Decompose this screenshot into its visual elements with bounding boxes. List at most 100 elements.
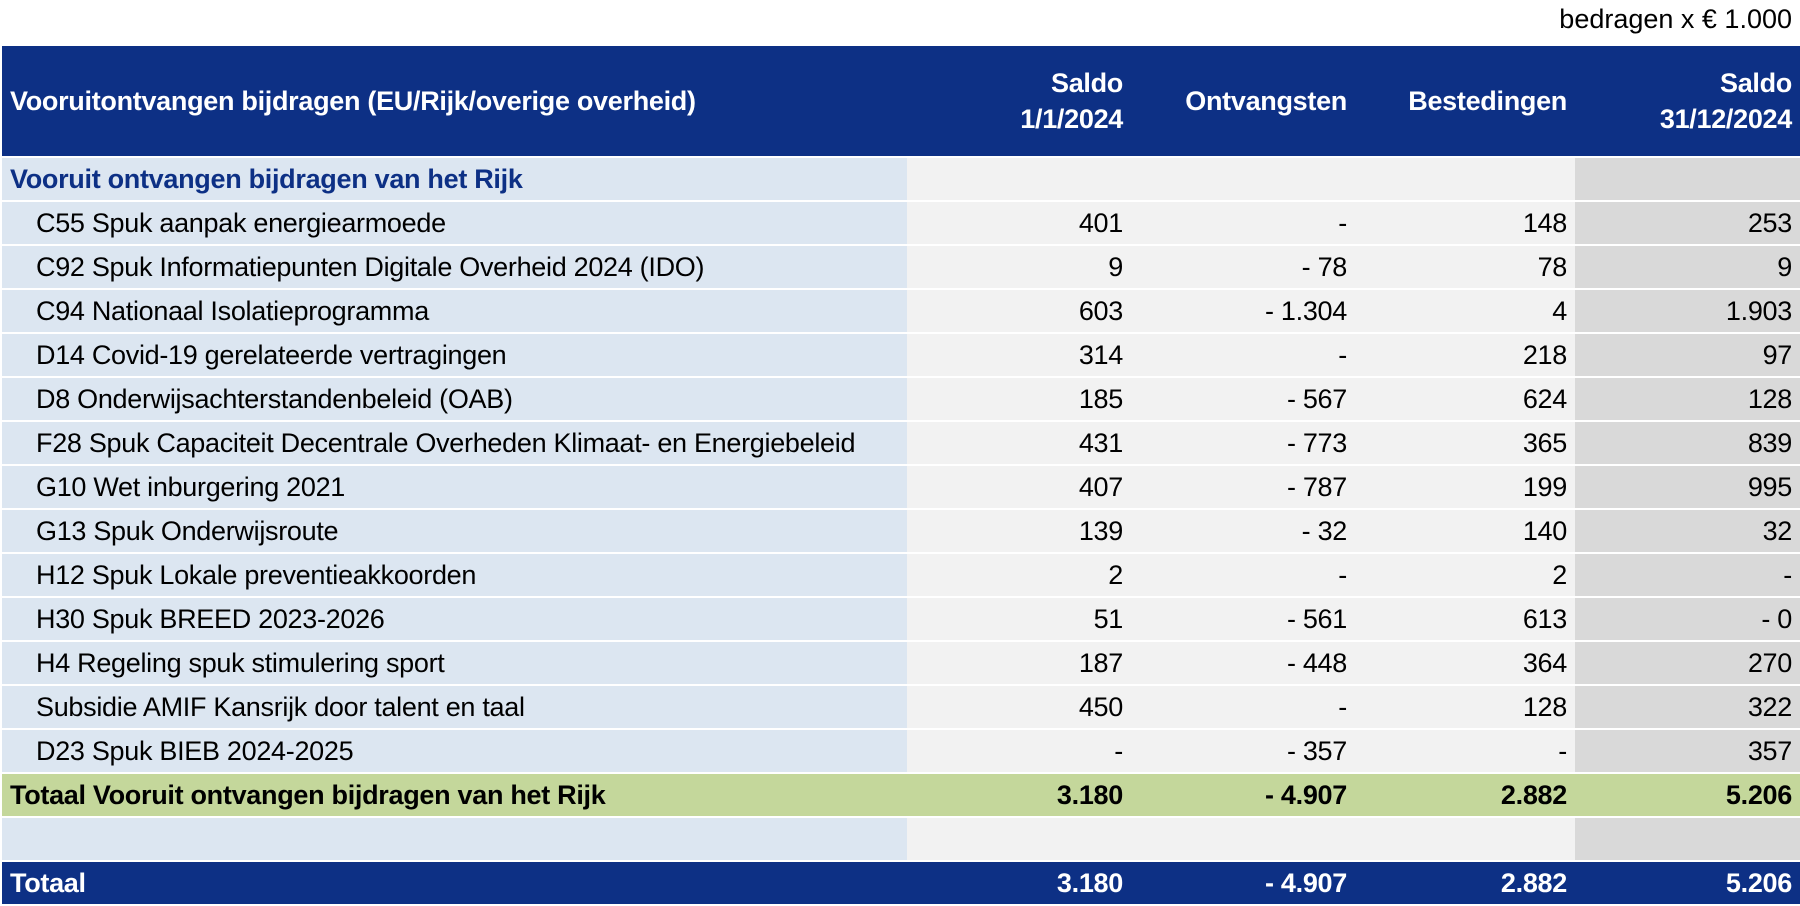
cell-value: 9 [907, 246, 1131, 288]
cell-value: 140 [1355, 510, 1575, 552]
table-row: G10 Wet inburgering 2021 407- 787 199 995 [2, 466, 1800, 508]
cell-value: 364 [1355, 642, 1575, 684]
cell-value: 253 [1575, 202, 1800, 244]
cell-value: 199 [1355, 466, 1575, 508]
cell-value: 314 [907, 334, 1131, 376]
cell-value [1131, 818, 1355, 860]
row-label: D14 Covid-19 gerelateerde vertragingen [2, 334, 907, 376]
cell-value: - [1131, 334, 1355, 376]
cell-value: 2.882 [1355, 774, 1575, 816]
table-row: C94 Nationaal Isolatieprogramma 603- 1.30… [2, 290, 1800, 332]
table-row: H4 Regeling spuk stimulering sport 187- 4… [2, 642, 1800, 684]
cell-value: 603 [907, 290, 1131, 332]
cell-value: 3.180 [907, 862, 1131, 904]
section-header-row: Vooruit ontvangen bijdragen van het Rijk [2, 158, 1800, 200]
cell-value: - [1131, 202, 1355, 244]
cell-value: 5.206 [1575, 862, 1800, 904]
cell-value: - 773 [1131, 422, 1355, 464]
section-title: Vooruit ontvangen bijdragen van het Rijk [2, 158, 907, 200]
cell-value: 322 [1575, 686, 1800, 728]
header-ontvangsten: Ontvangsten [1131, 46, 1355, 156]
cell-value: 613 [1355, 598, 1575, 640]
header-title: Vooruitontvangen bijdragen (EU/Rijk/over… [2, 46, 907, 156]
row-label: H30 Spuk BREED 2023-2026 [2, 598, 907, 640]
cell-value: 2 [907, 554, 1131, 596]
cell-value: 218 [1355, 334, 1575, 376]
cell-value: 5.206 [1575, 774, 1800, 816]
cell-value: - 567 [1131, 378, 1355, 420]
cell-value: 128 [1575, 378, 1800, 420]
row-label: Totaal Vooruit ontvangen bijdragen van h… [2, 774, 907, 816]
cell-value: 2.882 [1355, 862, 1575, 904]
cell-value: - 448 [1131, 642, 1355, 684]
row-label: H12 Spuk Lokale preventieakkoorden [2, 554, 907, 596]
row-label: D8 Onderwijsachterstandenbeleid (OAB) [2, 378, 907, 420]
cell-value: 995 [1575, 466, 1800, 508]
cell-value: 9 [1575, 246, 1800, 288]
row-label: C55 Spuk aanpak energiearmoede [2, 202, 907, 244]
cell-value: - 32 [1131, 510, 1355, 552]
cell-value: 139 [907, 510, 1131, 552]
row-label: Totaal [2, 862, 907, 904]
cell-value: 431 [907, 422, 1131, 464]
header-bestedingen: Bestedingen [1355, 46, 1575, 156]
subtotal-row: Totaal Vooruit ontvangen bijdragen van h… [2, 774, 1800, 816]
cell-value: 185 [907, 378, 1131, 420]
row-label: C92 Spuk Informatiepunten Digitale Overh… [2, 246, 907, 288]
cell-value: - 78 [1131, 246, 1355, 288]
cell-value: 3.180 [907, 774, 1131, 816]
total-row: Totaal 3.180- 4.907 2.882 5.206 [2, 862, 1800, 904]
table-row: Subsidie AMIF Kansrijk door talent en ta… [2, 686, 1800, 728]
cell-value: 128 [1355, 686, 1575, 728]
row-label: Subsidie AMIF Kansrijk door talent en ta… [2, 686, 907, 728]
cell-value [1575, 818, 1800, 860]
table-row: D23 Spuk BIEB 2024-2025- - 357-357 [2, 730, 1800, 772]
cell-value: 270 [1575, 642, 1800, 684]
row-label: G13 Spuk Onderwijsroute [2, 510, 907, 552]
cell-value: 97 [1575, 334, 1800, 376]
cell-value: - [1355, 730, 1575, 772]
cell-value: 407 [907, 466, 1131, 508]
cell-value [907, 818, 1131, 860]
row-label: H4 Regeling spuk stimulering sport [2, 642, 907, 684]
table-row: D8 Onderwijsachterstandenbeleid (OAB) 185… [2, 378, 1800, 420]
cell-value: - [1131, 554, 1355, 596]
cell-value: 187 [907, 642, 1131, 684]
cell-value: - 4.907 [1131, 774, 1355, 816]
table-row: H30 Spuk BREED 2023-2026 51- 561 613- 0 [2, 598, 1800, 640]
cell-value: 51 [907, 598, 1131, 640]
cell-value: 450 [907, 686, 1131, 728]
table-row: H12 Spuk Lokale preventieakkoorden 2-2- [2, 554, 1800, 596]
cell-value: - [1131, 686, 1355, 728]
header-saldo-end: Saldo 31/12/2024 [1575, 46, 1800, 156]
cell-value: - [1575, 554, 1800, 596]
row-label [2, 818, 907, 860]
cell-value: - 4.907 [1131, 862, 1355, 904]
row-label: D23 Spuk BIEB 2024-2025 [2, 730, 907, 772]
cell-value: 357 [1575, 730, 1800, 772]
row-label: G10 Wet inburgering 2021 [2, 466, 907, 508]
cell-value: - 561 [1131, 598, 1355, 640]
cell-value: 1.903 [1575, 290, 1800, 332]
cell-value: 4 [1355, 290, 1575, 332]
cell-value: - [907, 730, 1131, 772]
cell-value: 401 [907, 202, 1131, 244]
cell-value: 839 [1575, 422, 1800, 464]
table-row: F28 Spuk Capaciteit Decentrale Overheden… [2, 422, 1800, 464]
cell-value: 78 [1355, 246, 1575, 288]
table-header: Vooruitontvangen bijdragen (EU/Rijk/over… [2, 46, 1800, 156]
row-label: C94 Nationaal Isolatieprogramma [2, 290, 907, 332]
blank-row [2, 818, 1800, 860]
cell-value: 32 [1575, 510, 1800, 552]
table-row: D14 Covid-19 gerelateerde vertragingen 31… [2, 334, 1800, 376]
unit-note: bedragen x € 1.000 [1559, 4, 1792, 34]
cell-value: 624 [1355, 378, 1575, 420]
table-row: C55 Spuk aanpak energiearmoede 401-148 253 [2, 202, 1800, 244]
financial-table: Vooruitontvangen bijdragen (EU/Rijk/over… [2, 44, 1800, 906]
cell-value: - 1.304 [1131, 290, 1355, 332]
cell-value: - 357 [1131, 730, 1355, 772]
cell-value: 2 [1355, 554, 1575, 596]
cell-value: 148 [1355, 202, 1575, 244]
table-row: C92 Spuk Informatiepunten Digitale Overh… [2, 246, 1800, 288]
table-row: G13 Spuk Onderwijsroute 139- 32 140 32 [2, 510, 1800, 552]
